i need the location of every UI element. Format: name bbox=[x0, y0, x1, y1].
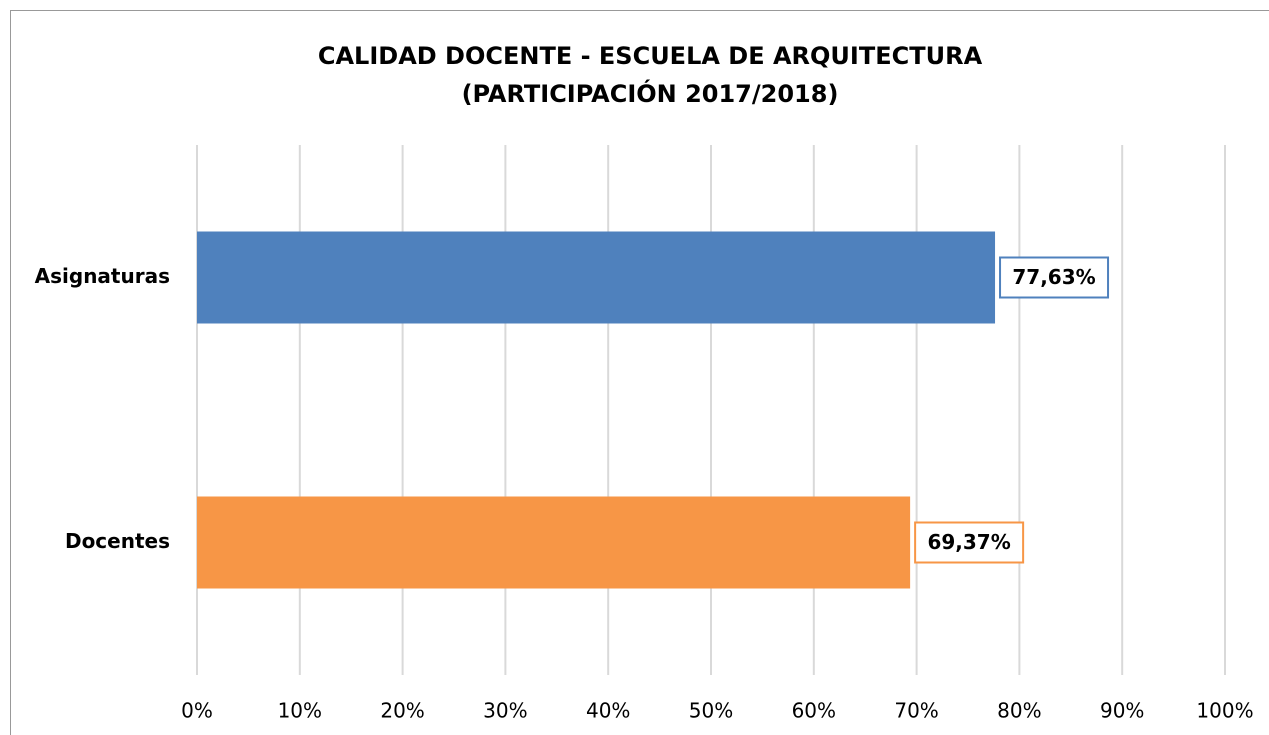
data-label-box bbox=[914, 521, 1025, 564]
chart-title: (PARTICIPACIÓN 2017/2018) bbox=[462, 78, 839, 108]
x-tick-label: 90% bbox=[1100, 699, 1144, 723]
x-tick-label: 40% bbox=[586, 699, 630, 723]
bar bbox=[197, 231, 996, 324]
chart-border bbox=[10, 10, 1269, 735]
chart-title: CALIDAD DOCENTE - ESCUELA DE ARQUITECTUR… bbox=[318, 42, 983, 70]
x-tick-label: 50% bbox=[689, 699, 733, 723]
x-tick-label: 30% bbox=[483, 699, 527, 723]
data-label: 69,37% bbox=[927, 530, 1010, 554]
data-label: 77,63% bbox=[1012, 265, 1095, 289]
y-tick-label: Asignaturas bbox=[35, 264, 170, 288]
x-tick-label: 60% bbox=[792, 699, 836, 723]
y-tick-label: Docentes bbox=[65, 529, 170, 553]
x-tick-label: 0% bbox=[181, 699, 213, 723]
x-tick-label: 70% bbox=[894, 699, 938, 723]
x-tick-label: 80% bbox=[997, 699, 1041, 723]
bar bbox=[197, 496, 911, 589]
x-tick-label: 10% bbox=[278, 699, 322, 723]
x-tick-label: 20% bbox=[380, 699, 424, 723]
data-label-box bbox=[999, 256, 1110, 299]
x-tick-label: 100% bbox=[1196, 699, 1253, 723]
